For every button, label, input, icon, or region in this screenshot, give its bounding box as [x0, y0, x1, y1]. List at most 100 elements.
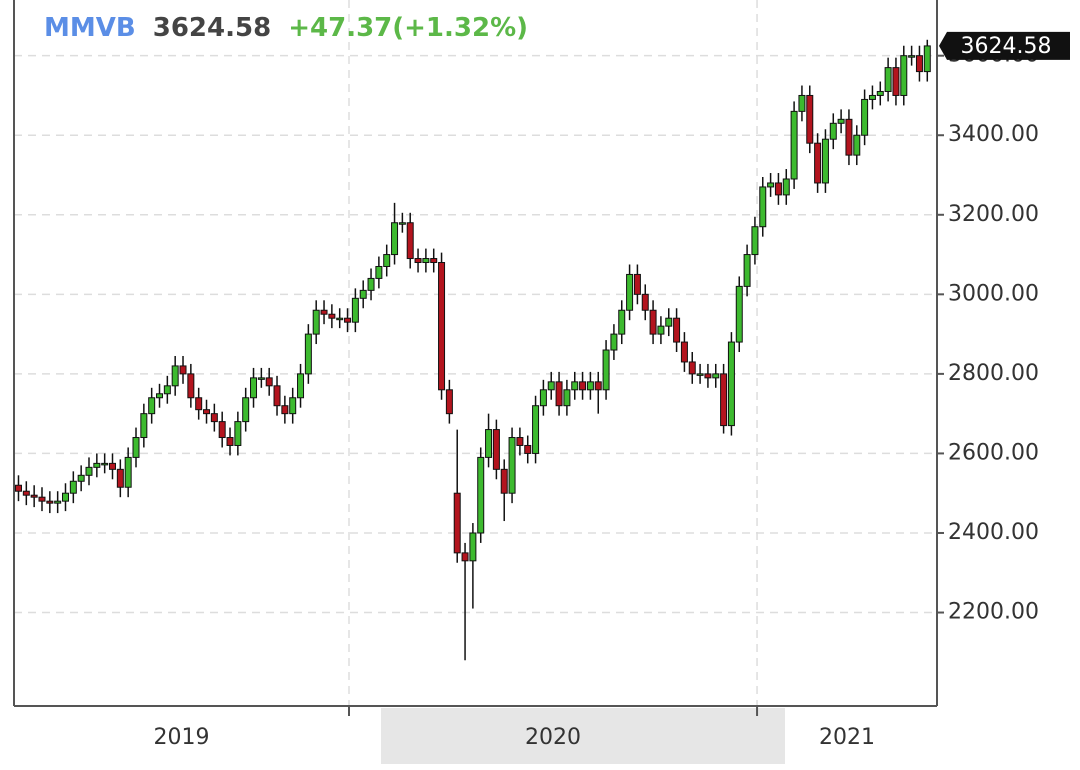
last-price-tag	[939, 31, 1070, 60]
candle-body	[383, 254, 391, 267]
plot	[14, 39, 931, 661]
candle-body	[54, 500, 62, 504]
y-tick-label: 2600.00	[948, 440, 1039, 465]
candle-body	[727, 341, 735, 427]
candle-body	[344, 317, 352, 323]
candle-body	[140, 413, 148, 439]
price-change: +47.37(+1.32%)	[288, 13, 528, 43]
candle-body	[735, 285, 743, 343]
candle-body	[93, 462, 101, 468]
candle-body	[876, 90, 884, 96]
y-tick-label: 2400.00	[948, 520, 1039, 545]
candle-body	[853, 134, 861, 156]
candle-body	[359, 289, 367, 299]
candle-body	[171, 365, 179, 387]
candle-body	[22, 490, 30, 496]
candle-body	[461, 552, 469, 562]
candle-body	[767, 182, 775, 188]
y-tick-label: 2200.00	[948, 600, 1039, 625]
candle-body	[304, 333, 312, 375]
candle-body	[156, 393, 164, 399]
candle-body	[868, 94, 876, 100]
x-tick-label: 2019	[154, 725, 210, 750]
candle-body	[665, 317, 673, 327]
candle-body	[806, 94, 814, 144]
candle-body	[594, 381, 602, 391]
candle-body	[163, 385, 171, 395]
candle-body	[908, 55, 916, 58]
candle-body	[132, 437, 140, 458]
candle-body	[579, 381, 587, 391]
symbol: MMVB	[44, 13, 136, 43]
candle-body	[673, 317, 681, 343]
candle-body	[116, 468, 124, 488]
candle-body	[704, 373, 712, 379]
candle-body	[77, 474, 85, 482]
candle-body	[38, 496, 46, 502]
candle-body	[485, 429, 493, 458]
candle-body	[179, 365, 187, 375]
y-tick-label: 3000.00	[948, 281, 1039, 306]
candle-body	[720, 373, 728, 427]
candle-body	[438, 262, 446, 391]
candle-body	[85, 466, 93, 476]
last-price: 3624.58	[153, 13, 271, 43]
candle-body	[391, 222, 399, 256]
candle-body	[210, 413, 218, 423]
candle-body	[696, 373, 704, 376]
candle-body	[602, 349, 610, 391]
candle-body	[563, 389, 571, 407]
x-axis-highlight	[381, 708, 785, 764]
candle-body	[829, 122, 837, 140]
candle-body	[539, 389, 547, 407]
x-tick-label: 2020	[525, 725, 581, 750]
y-tick-label: 3400.00	[948, 122, 1039, 147]
header: MMVB 3624.58 +47.37(+1.32%)	[44, 13, 528, 43]
candle-body	[101, 462, 109, 466]
y-tick-label: 3200.00	[948, 202, 1039, 227]
candle-body	[14, 484, 22, 492]
candle-body	[312, 309, 320, 335]
candle-body	[203, 409, 211, 415]
candle-body	[516, 437, 524, 446]
candle-body	[351, 297, 359, 323]
candle-body	[861, 98, 869, 136]
candle-body	[477, 456, 485, 534]
candle-body	[422, 258, 430, 264]
candle-body	[821, 138, 829, 184]
candle-body	[500, 468, 508, 494]
candle-body	[414, 258, 422, 264]
candle-body	[453, 492, 461, 554]
candle-body	[218, 421, 226, 439]
candle-body	[915, 55, 923, 73]
candle-body	[445, 389, 453, 415]
candle-body	[195, 397, 203, 411]
candle-body	[242, 397, 250, 423]
candle-body	[547, 381, 555, 391]
candle-body	[790, 110, 798, 180]
last-price-label: 3624.58	[961, 34, 1052, 59]
candle-body	[250, 377, 258, 399]
candle-body	[336, 317, 344, 321]
candle-body	[657, 325, 665, 335]
axes: 2200.00 2400.00 2600.00 2800.00 3000.00 3200.…	[154, 31, 1070, 750]
candle-body	[626, 273, 634, 311]
candle-body	[892, 67, 900, 96]
candle-body	[469, 532, 477, 562]
candle-body	[782, 178, 790, 196]
candle-body	[532, 405, 540, 454]
candle-body	[524, 444, 532, 454]
candle-body	[257, 377, 265, 380]
candle-body	[265, 377, 273, 387]
candle-body	[774, 182, 782, 196]
candle-body	[226, 437, 234, 446]
candle-body	[508, 437, 516, 494]
candle-body	[884, 67, 892, 92]
candle-body	[148, 397, 156, 415]
candle-body	[328, 313, 336, 319]
candle-body	[398, 222, 406, 225]
candle-body	[30, 494, 38, 498]
